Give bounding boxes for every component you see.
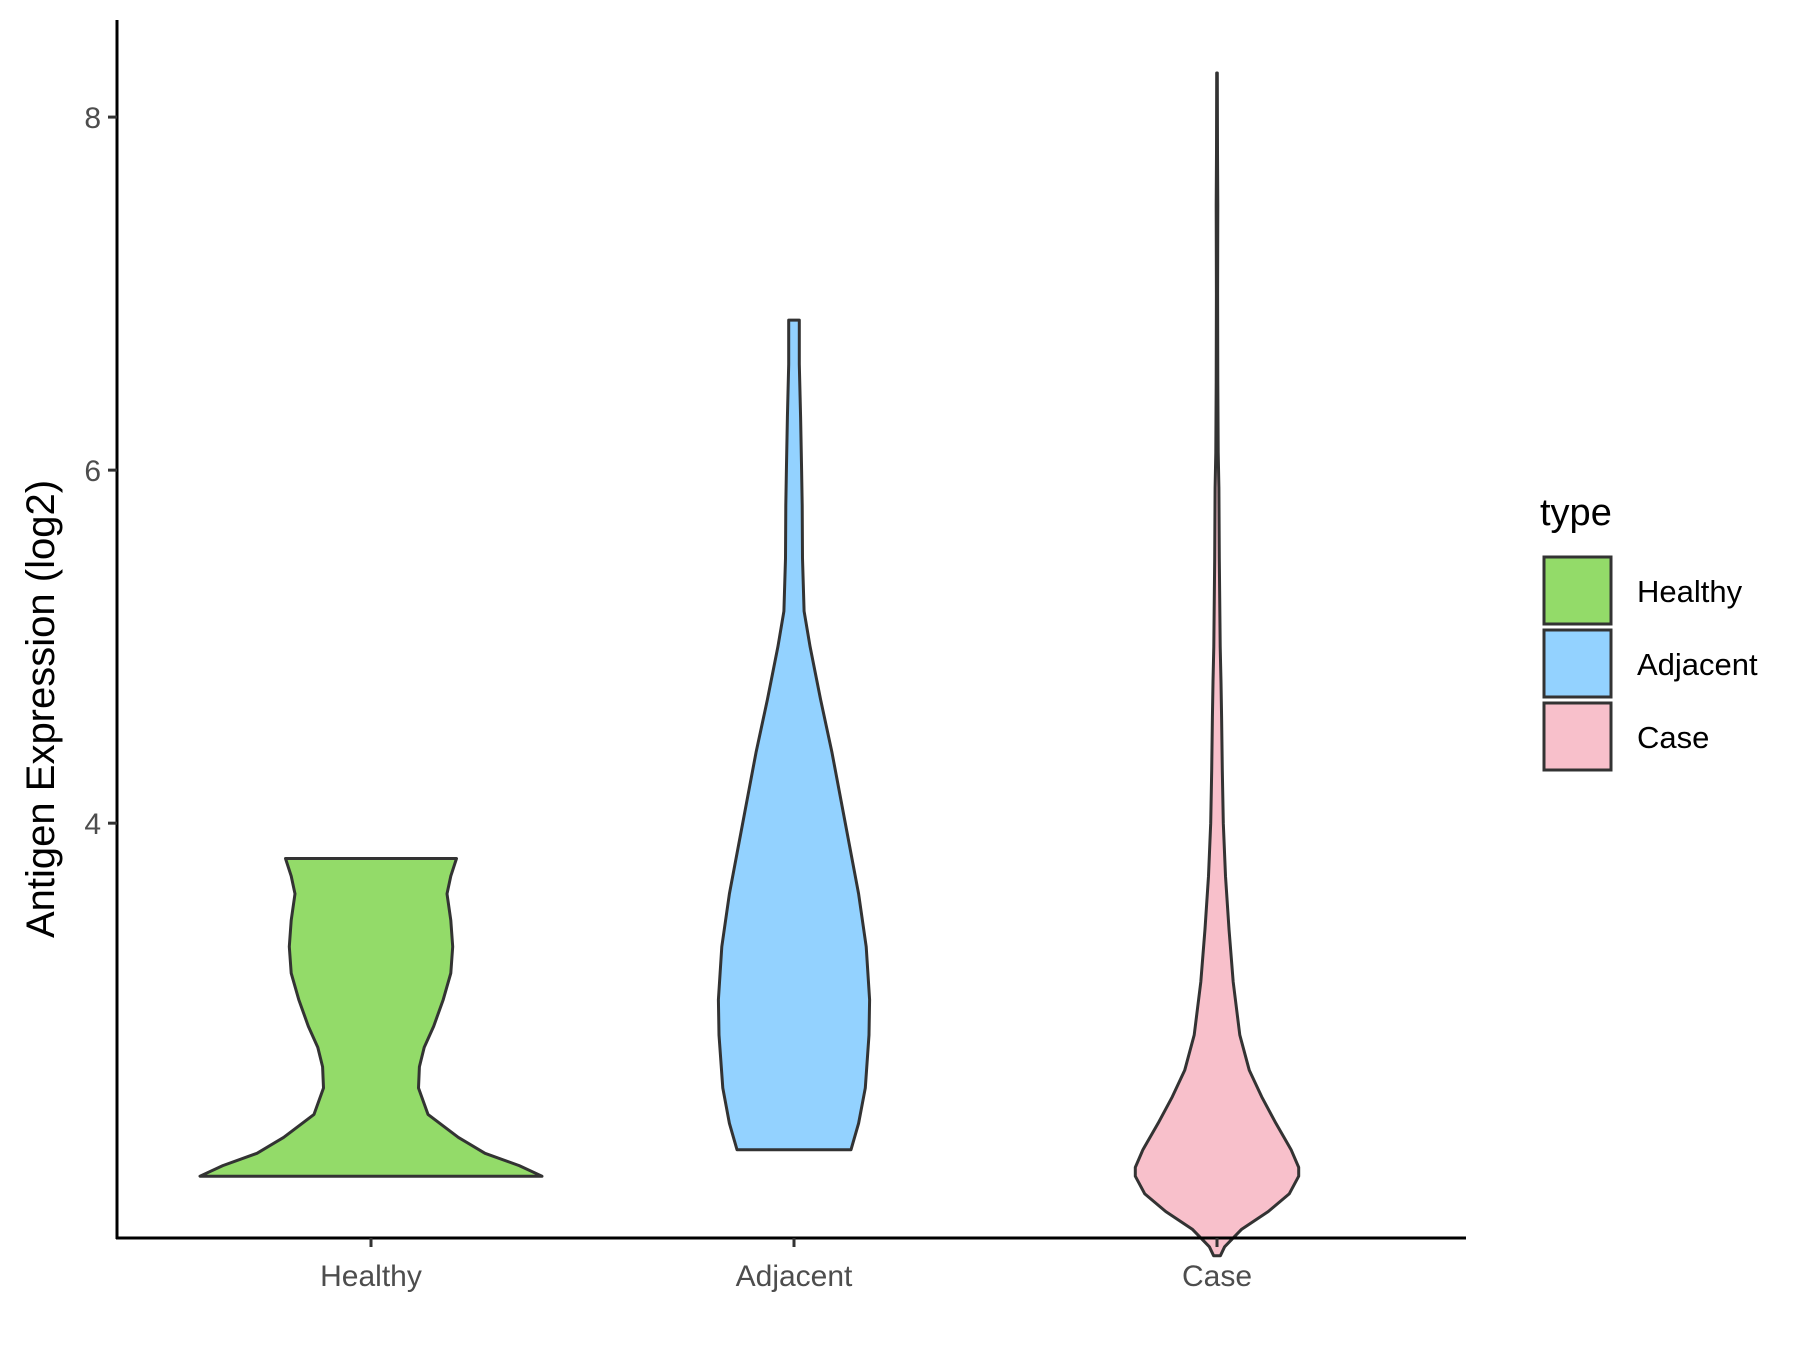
axes: 4 6 8 Healthy Adjacent Case Antigen Expression… bbox=[19, 20, 1466, 1293]
legend: type Healthy Adjacent Case bbox=[1540, 492, 1758, 772]
legend-label-adjacent: Adjacent bbox=[1637, 647, 1758, 682]
y-axis-title: Antigen Expression (log2) bbox=[19, 480, 63, 938]
x-tick-label: Healthy bbox=[320, 1260, 422, 1293]
x-tick-label: Case bbox=[1182, 1260, 1252, 1293]
legend-swatch-healthy bbox=[1542, 555, 1613, 626]
violin-layer bbox=[198, 71, 1301, 1258]
legend-swatch-adjacent bbox=[1542, 628, 1613, 699]
legend-label-healthy: Healthy bbox=[1637, 574, 1743, 609]
violin-adjacent bbox=[716, 318, 872, 1152]
violin-healthy bbox=[198, 857, 544, 1178]
x-tick-label: Adjacent bbox=[736, 1260, 853, 1293]
y-tick-label: 4 bbox=[84, 808, 101, 841]
violin-case bbox=[1133, 71, 1301, 1258]
legend-swatch-case bbox=[1542, 701, 1613, 772]
legend-title: type bbox=[1540, 492, 1612, 534]
y-tick-label: 8 bbox=[84, 102, 101, 135]
legend-label-case: Case bbox=[1637, 720, 1709, 755]
y-tick-label: 6 bbox=[84, 455, 101, 488]
